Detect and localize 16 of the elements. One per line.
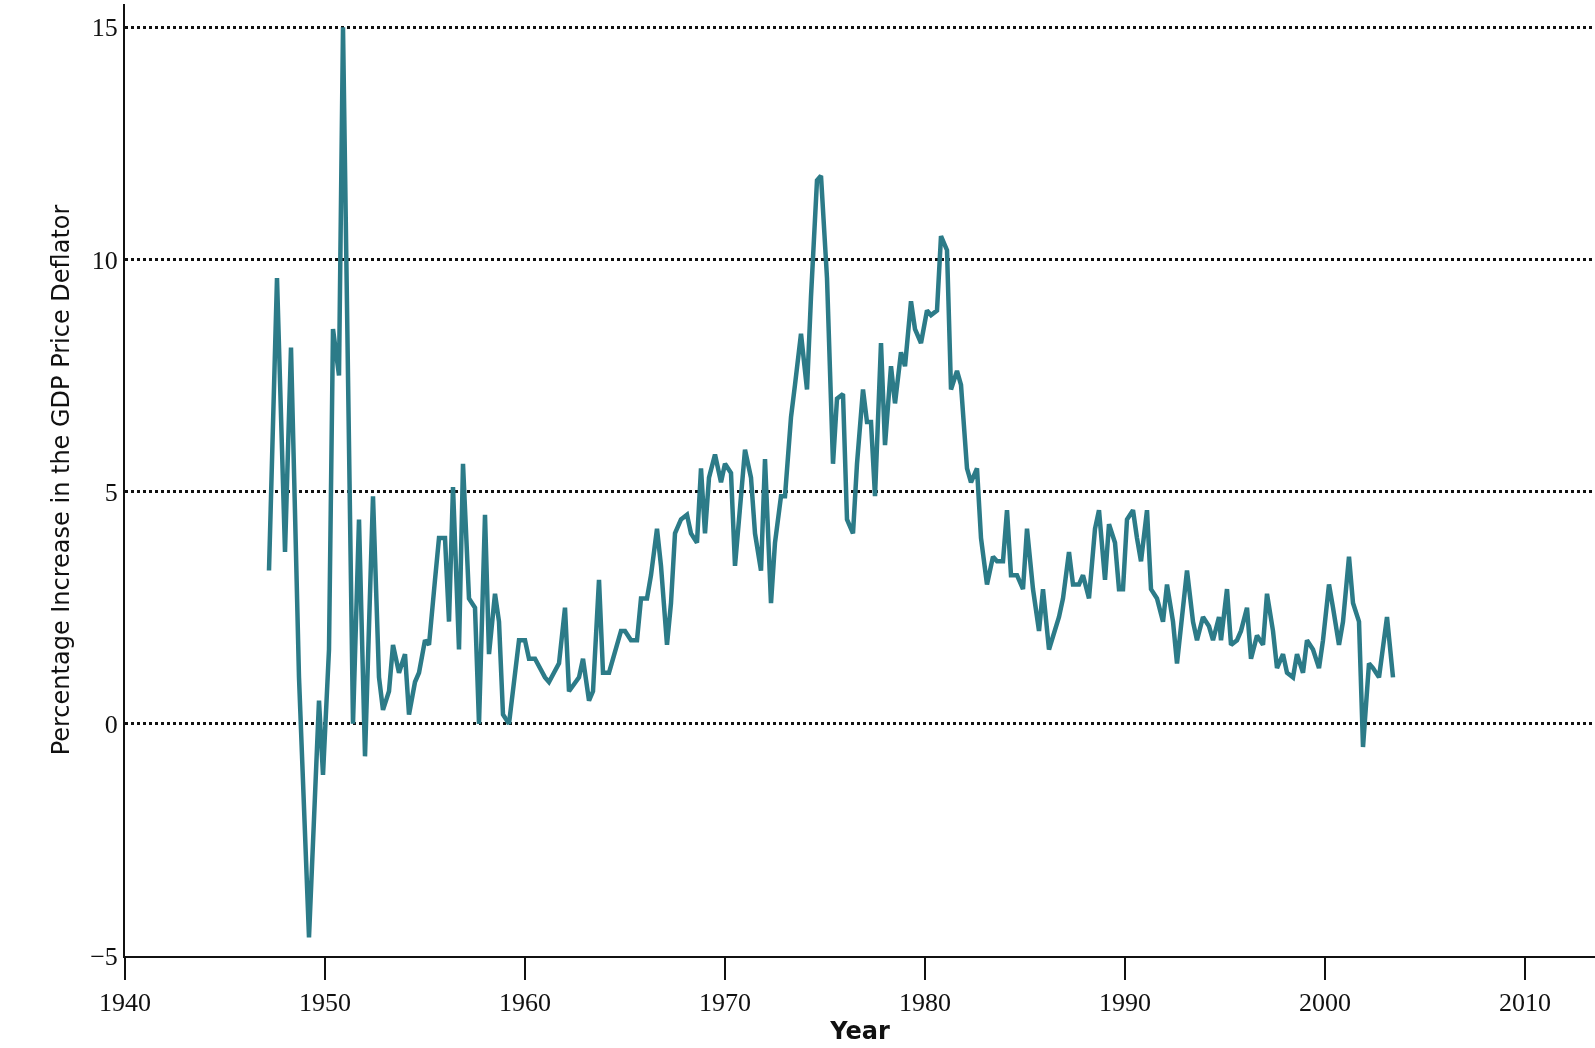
x-axis-title: Year [829,1017,890,1045]
x-tick-label: 2010 [1499,988,1551,1018]
x-tick-label: 1970 [699,988,751,1018]
y-tick-label: 0 [104,709,118,739]
x-tick-label: 1990 [1099,988,1151,1018]
line-series [266,24,1396,940]
x-tick-label: 1950 [299,988,351,1018]
y-tick-label: −5 [90,942,118,972]
y-tick-label: 15 [91,13,118,43]
x-tick-label: 2000 [1299,988,1351,1018]
y-axis-title: Percentage Increase in the GDP Price Deflator [46,204,75,756]
x-tick-label: 1980 [899,988,951,1018]
x-tick-label: 1960 [499,988,551,1018]
x-tick-label: 1940 [99,988,151,1018]
y-tick-label: 5 [104,477,118,507]
y-tick-label: 10 [91,245,118,275]
